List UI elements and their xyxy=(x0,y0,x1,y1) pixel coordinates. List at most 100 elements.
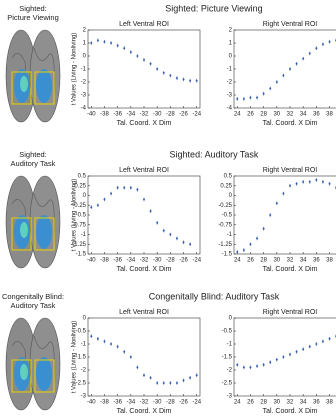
plot-frame xyxy=(234,318,336,396)
point xyxy=(289,353,291,355)
point xyxy=(315,47,317,49)
point xyxy=(176,382,178,384)
point xyxy=(90,335,92,337)
panel-title: Left Ventral ROI xyxy=(119,309,169,316)
x-tick-label: 28 xyxy=(260,400,267,406)
x-tick-label: 24 xyxy=(234,400,241,406)
point xyxy=(236,98,238,100)
point xyxy=(329,338,331,340)
y-tick-label: -1.5 xyxy=(222,355,233,361)
figure: Sighted:Picture ViewingSighted: Picture … xyxy=(0,0,336,418)
y-tick-label: 0 xyxy=(83,54,87,60)
x-tick-label: 36 xyxy=(313,400,320,406)
y-tick-label: -4 xyxy=(81,106,87,112)
x-axis-label: Tal. Coord. X Dim xyxy=(263,120,318,127)
x-tick-label: 26 xyxy=(247,112,254,118)
point xyxy=(103,198,105,200)
y-tick-label: 2 xyxy=(229,28,233,34)
point xyxy=(309,181,311,183)
x-tick-label: -34 xyxy=(126,258,135,264)
x-tick-label: -36 xyxy=(113,112,122,118)
y-tick-label: 1 xyxy=(83,41,87,47)
point xyxy=(263,93,265,95)
y-tick-label: -1.5 xyxy=(222,252,233,258)
x-tick-label: -30 xyxy=(153,258,162,264)
x-axis-label: Tal. Coord. X Dim xyxy=(263,266,318,273)
x-tick-label: 34 xyxy=(300,400,307,406)
point xyxy=(163,72,165,74)
x-tick-label: 24 xyxy=(234,258,241,264)
y-tick-label: 0 xyxy=(83,193,87,199)
point xyxy=(189,243,191,245)
y-tick-label: -1 xyxy=(81,342,87,348)
panel-title: Left Ventral ROI xyxy=(119,167,169,174)
x-tick-label: 30 xyxy=(273,258,280,264)
y-tick-label: -1 xyxy=(227,342,233,348)
row-label: Auditory Task xyxy=(11,301,56,310)
y-tick-label: -1.25 xyxy=(218,242,232,248)
plot-frame xyxy=(88,318,200,396)
x-tick-label: 38 xyxy=(326,258,333,264)
point xyxy=(150,63,152,65)
brain-image xyxy=(6,30,60,122)
y-tick-label: 2 xyxy=(83,28,87,34)
point xyxy=(249,97,251,99)
point xyxy=(123,47,125,49)
x-tick-label: -32 xyxy=(140,258,149,264)
point xyxy=(130,187,132,189)
x-tick-label: 26 xyxy=(247,258,254,264)
point xyxy=(143,198,145,200)
point xyxy=(289,68,291,70)
y-tick-label: 0 xyxy=(229,193,233,199)
x-tick-label: 28 xyxy=(260,258,267,264)
x-axis-label: Tal. Coord. X Dim xyxy=(263,408,318,415)
y-tick-label: -1 xyxy=(227,232,233,238)
point xyxy=(296,183,298,185)
row-label: Congenitally Blind: xyxy=(2,292,64,301)
y-tick-label: -1.5 xyxy=(76,252,87,258)
x-tick-label: 34 xyxy=(300,112,307,118)
x-tick-label: 28 xyxy=(260,112,267,118)
point xyxy=(130,356,132,358)
x-tick-label: 24 xyxy=(234,112,241,118)
x-tick-label: -36 xyxy=(113,258,122,264)
point xyxy=(302,181,304,183)
point xyxy=(329,41,331,43)
x-tick-label: -26 xyxy=(179,112,188,118)
point xyxy=(302,58,304,60)
row-title: Sighted: Auditory Task xyxy=(170,149,259,159)
point xyxy=(256,237,258,239)
point xyxy=(263,364,265,366)
row-label: Sighted: xyxy=(19,150,47,159)
x-tick-label: -32 xyxy=(140,112,149,118)
panel-title: Right Ventral ROI xyxy=(263,21,318,28)
x-tick-label: -28 xyxy=(166,400,175,406)
x-tick-label: -30 xyxy=(153,400,162,406)
point xyxy=(150,210,152,212)
x-tick-label: -32 xyxy=(140,400,149,406)
point xyxy=(243,98,245,100)
x-tick-label: -34 xyxy=(126,112,135,118)
point xyxy=(196,374,198,376)
point xyxy=(243,249,245,251)
panel-title: Right Ventral ROI xyxy=(263,309,318,316)
point xyxy=(309,52,311,54)
point xyxy=(302,348,304,350)
point xyxy=(322,43,324,45)
point xyxy=(123,187,125,189)
row-title: Congenitally Blind: Auditory Task xyxy=(149,291,280,301)
y-tick-label: 0 xyxy=(83,316,87,322)
point xyxy=(315,343,317,345)
point xyxy=(156,382,158,384)
panel-title: Left Ventral ROI xyxy=(119,21,169,28)
x-tick-label: -36 xyxy=(113,400,122,406)
row-title: Sighted: Picture Viewing xyxy=(165,3,262,13)
y-tick-label: -3 xyxy=(227,394,233,400)
point xyxy=(136,366,138,368)
row-label: Auditory Task xyxy=(11,159,56,168)
point xyxy=(256,97,258,99)
x-tick-label: 34 xyxy=(300,258,307,264)
y-tick-label: 0 xyxy=(229,54,233,60)
y-tick-label: -2.5 xyxy=(222,381,233,387)
brain-image xyxy=(6,176,60,268)
